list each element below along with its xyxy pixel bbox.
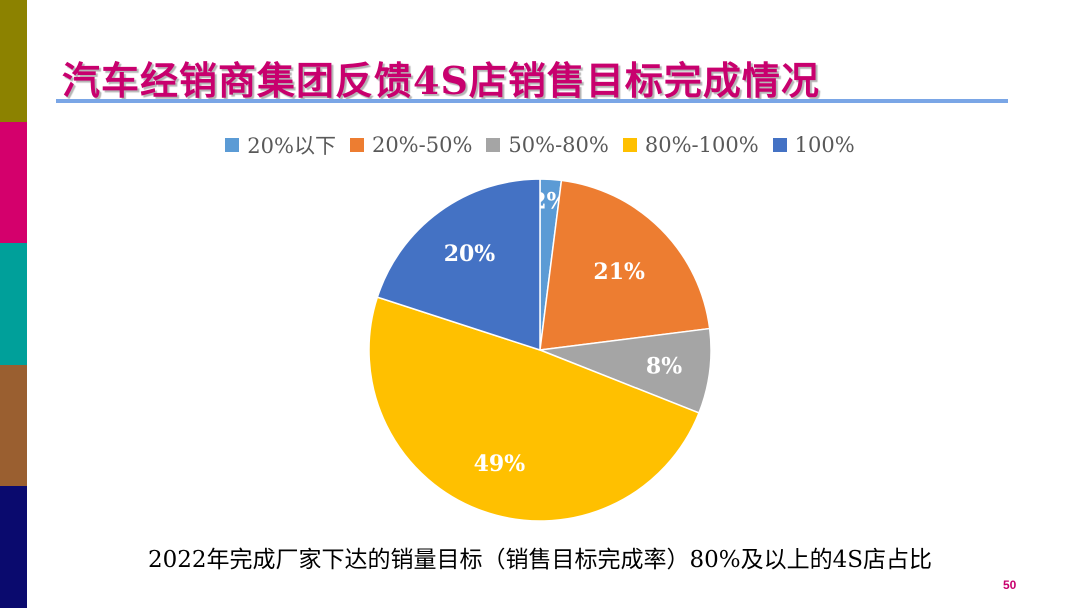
chart-caption: 2022年完成厂家下达的销量目标（销售目标完成率）80%及以上的4S店占比 [147, 547, 933, 573]
legend-item: 100% [772, 130, 855, 160]
sidebar-segment [0, 365, 27, 486]
pie-data-label: 21% [593, 259, 645, 285]
slide-title: 汽车经销商集团反馈4S店销售目标完成情况 [62, 58, 820, 103]
pie-slice [539, 179, 711, 351]
legend-swatch [486, 138, 501, 152]
legend-swatch [622, 138, 637, 152]
sidebar-segment [0, 486, 27, 608]
chart-legend: 20%以下 20%-50% 50%-80% 80%-100% 100% [0, 130, 1080, 160]
pie-data-label: 20% [444, 241, 496, 267]
title-underline [56, 99, 1008, 103]
legend-swatch [349, 138, 364, 152]
sidebar-segment [0, 122, 27, 243]
legend-label: 100% [794, 133, 855, 157]
legend-item: 80%-100% [622, 130, 759, 160]
legend-label: 50%-80% [508, 133, 609, 157]
legend-label: 20%-50% [371, 133, 473, 157]
sidebar-segment [0, 243, 27, 365]
pie-data-label: 8% [646, 354, 682, 380]
legend-item: 20%以下 [225, 130, 336, 160]
legend-label: 20%以下 [247, 134, 336, 158]
legend-item: 20%-50% [349, 130, 473, 160]
pie-slice [368, 296, 700, 522]
legend-label: 80%-100% [644, 133, 759, 157]
legend-swatch [772, 138, 787, 152]
page-number: 50 [1003, 578, 1017, 592]
sidebar-segment [0, 0, 27, 122]
legend-item: 50%-80% [486, 130, 609, 160]
legend-swatch [225, 138, 240, 152]
pie-data-label: 49% [474, 451, 526, 477]
sidebar-color-bar [0, 0, 27, 608]
pie-slice [376, 178, 541, 352]
